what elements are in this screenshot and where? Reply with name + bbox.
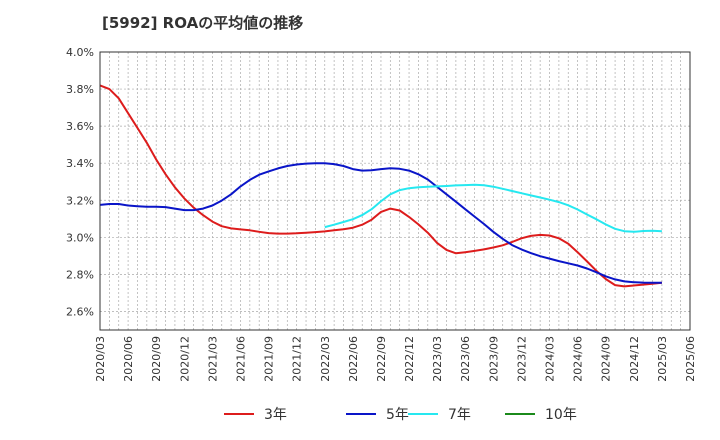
legend-label: 10年 — [545, 407, 577, 423]
y-axis-ticks: 2.6% 2.8% 3.0% 3.2% 3.4% 3.6% 3.8% 4.0% — [66, 46, 94, 318]
legend-label: 7年 — [448, 407, 471, 423]
x-tick-label: 2023/09 — [487, 336, 500, 382]
x-tick-label: 2020/12 — [178, 336, 191, 382]
series-line-5年 — [99, 162, 662, 284]
x-tick-label: 2021/09 — [263, 336, 276, 382]
legend-label: 3年 — [264, 407, 287, 423]
series-line-3年 — [99, 84, 663, 288]
x-tick-label: 2020/09 — [150, 336, 163, 382]
x-tick-label: 2023/06 — [459, 336, 472, 382]
x-tick-label: 2021/03 — [206, 336, 219, 382]
x-tick-label: 2025/03 — [656, 336, 669, 382]
x-tick-label: 2024/12 — [628, 336, 641, 382]
x-tick-label: 2024/09 — [600, 336, 613, 382]
y-tick-label: 3.0% — [66, 231, 94, 244]
x-tick-label: 2020/03 — [94, 336, 107, 382]
chart-title: [5992] ROAの平均値の推移 — [102, 14, 304, 32]
y-tick-label: 3.6% — [66, 120, 94, 133]
x-tick-label: 2024/03 — [544, 336, 557, 382]
x-tick-label: 2022/03 — [319, 336, 332, 382]
x-tick-label: 2023/12 — [515, 336, 528, 382]
y-tick-label: 2.8% — [66, 268, 94, 281]
x-tick-label: 2020/06 — [122, 336, 135, 382]
x-axis-ticks: 2020/03 2020/06 2020/09 2020/12 2021/03 2021/… — [94, 336, 697, 382]
y-tick-label: 2.6% — [66, 305, 94, 318]
x-tick-label: 2021/06 — [234, 336, 247, 382]
series-layer — [99, 84, 663, 288]
x-tick-label: 2025/06 — [684, 336, 697, 382]
y-tick-label: 3.4% — [66, 157, 94, 170]
x-tick-label: 2022/06 — [347, 336, 360, 382]
x-tick-label: 2022/09 — [375, 336, 388, 382]
x-tick-label: 2024/06 — [572, 336, 585, 382]
y-tick-label: 4.0% — [66, 46, 94, 59]
legend: 3年 5年 7年 10年 — [224, 407, 577, 423]
grid-layer — [100, 51, 690, 330]
y-tick-label: 3.2% — [66, 194, 94, 207]
y-tick-label: 3.8% — [66, 83, 94, 96]
legend-label: 5年 — [386, 407, 409, 423]
plot-frame — [99, 51, 691, 331]
x-tick-label: 2021/12 — [291, 336, 304, 382]
x-tick-label: 2022/12 — [403, 336, 416, 382]
x-tick-label: 2023/03 — [431, 336, 444, 382]
series-line-7年 — [324, 183, 662, 233]
